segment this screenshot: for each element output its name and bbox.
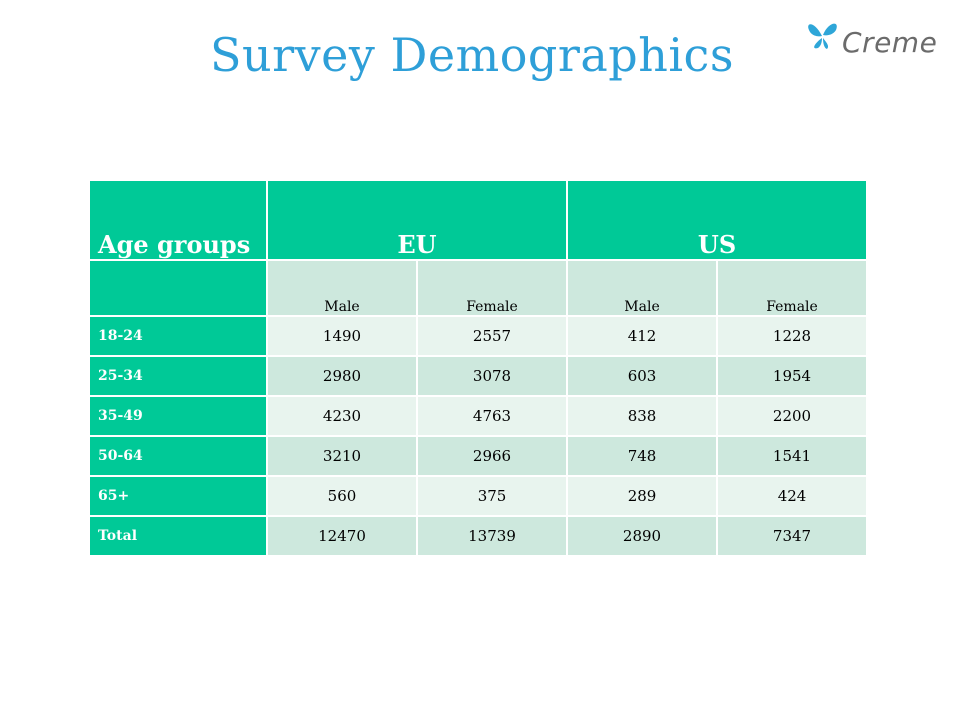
age-group-label: 25-34 [88, 355, 268, 397]
table-cell: 2966 [415, 435, 569, 477]
table-cell: 603 [566, 355, 719, 397]
table-cell: 3210 [266, 435, 418, 477]
subheader-blank-cell [88, 259, 268, 317]
table-cell: 560 [266, 475, 418, 517]
eu-male-header: Male [266, 259, 418, 317]
table-cell: 412 [566, 315, 719, 357]
table-row: 25-34 2980 3078 603 1954 [88, 355, 869, 397]
logo-text: Creme [842, 26, 938, 59]
eu-header: EU [265, 179, 569, 261]
age-group-label: 50-64 [88, 435, 268, 477]
table-row: 50-64 3210 2966 748 1541 [88, 435, 869, 477]
table-cell: 1228 [716, 315, 869, 357]
us-female-header: Female [716, 259, 869, 317]
table-cell: 2890 [566, 515, 719, 557]
us-header: US [566, 179, 869, 261]
table-cell: 1541 [716, 435, 869, 477]
us-male-header: Male [566, 259, 719, 317]
age-group-label: 18-24 [88, 315, 268, 357]
table-cell: 12470 [266, 515, 418, 557]
table-row: 35-49 4230 4763 838 2200 [88, 395, 869, 437]
table-cell: 2980 [266, 355, 418, 397]
eu-female-header: Female [415, 259, 569, 317]
brand-logo: Creme [800, 14, 938, 70]
table-cell: 748 [566, 435, 719, 477]
age-group-label: 65+ [88, 475, 268, 517]
table-row: 65+ 560 375 289 424 [88, 475, 869, 517]
page-title: Survey Demographics [210, 28, 734, 82]
table-row: 18-24 1490 2557 412 1228 [88, 315, 869, 357]
table-cell: 1954 [716, 355, 869, 397]
age-group-label: 35-49 [88, 395, 268, 437]
demographics-table: Age groups EU US Male Female Male Female… [88, 179, 869, 557]
table-cell: 1490 [266, 315, 418, 357]
table-cell: 3078 [415, 355, 569, 397]
table-cell: 4230 [266, 395, 418, 437]
table-cell: 289 [566, 475, 719, 517]
table-cell: 424 [716, 475, 869, 517]
gender-subheader-row: Male Female Male Female [88, 259, 869, 317]
table-header-row: Age groups EU US [88, 179, 869, 261]
age-groups-header: Age groups [88, 179, 268, 261]
table-cell: 838 [566, 395, 719, 437]
table-cell: 375 [415, 475, 569, 517]
table-cell: 4763 [415, 395, 569, 437]
table-cell: 7347 [716, 515, 869, 557]
table-cell: 13739 [415, 515, 569, 557]
table-row-total: Total 12470 13739 2890 7347 [88, 515, 869, 557]
table-cell: 2557 [415, 315, 569, 357]
table-cell: 2200 [716, 395, 869, 437]
butterfly-icon [808, 23, 837, 49]
total-label: Total [88, 515, 268, 557]
